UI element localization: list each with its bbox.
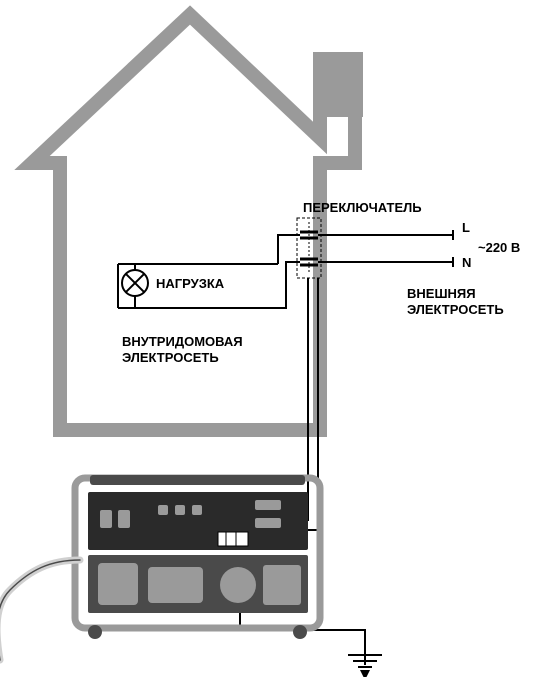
N-label: N bbox=[462, 255, 471, 270]
internal-net-label-1: ВНУТРИДОМОВАЯ bbox=[122, 334, 243, 349]
external-net-label-2: ЭЛЕКТРОСЕТЬ bbox=[407, 302, 504, 317]
L-label: L bbox=[462, 220, 470, 235]
generator-icon bbox=[75, 475, 320, 639]
voltage-label: ~220 В bbox=[478, 240, 520, 255]
switch-label: ПЕРЕКЛЮЧАТЕЛЬ bbox=[303, 200, 422, 215]
internal-wiring bbox=[118, 235, 300, 308]
wiring-diagram: ПЕРЕКЛЮЧАТЕЛЬНАГРУЗКАВНУТРИДОМОВАЯЭЛЕКТР… bbox=[0, 0, 533, 677]
internal-net-label-2: ЭЛЕКТРОСЕТЬ bbox=[122, 350, 219, 365]
external-net-label-1: ВНЕШНЯЯ bbox=[407, 286, 476, 301]
power-cable bbox=[0, 560, 80, 660]
ground-symbol bbox=[348, 630, 382, 677]
house-outline bbox=[32, 15, 363, 430]
load-label: НАГРУЗКА bbox=[156, 276, 225, 291]
